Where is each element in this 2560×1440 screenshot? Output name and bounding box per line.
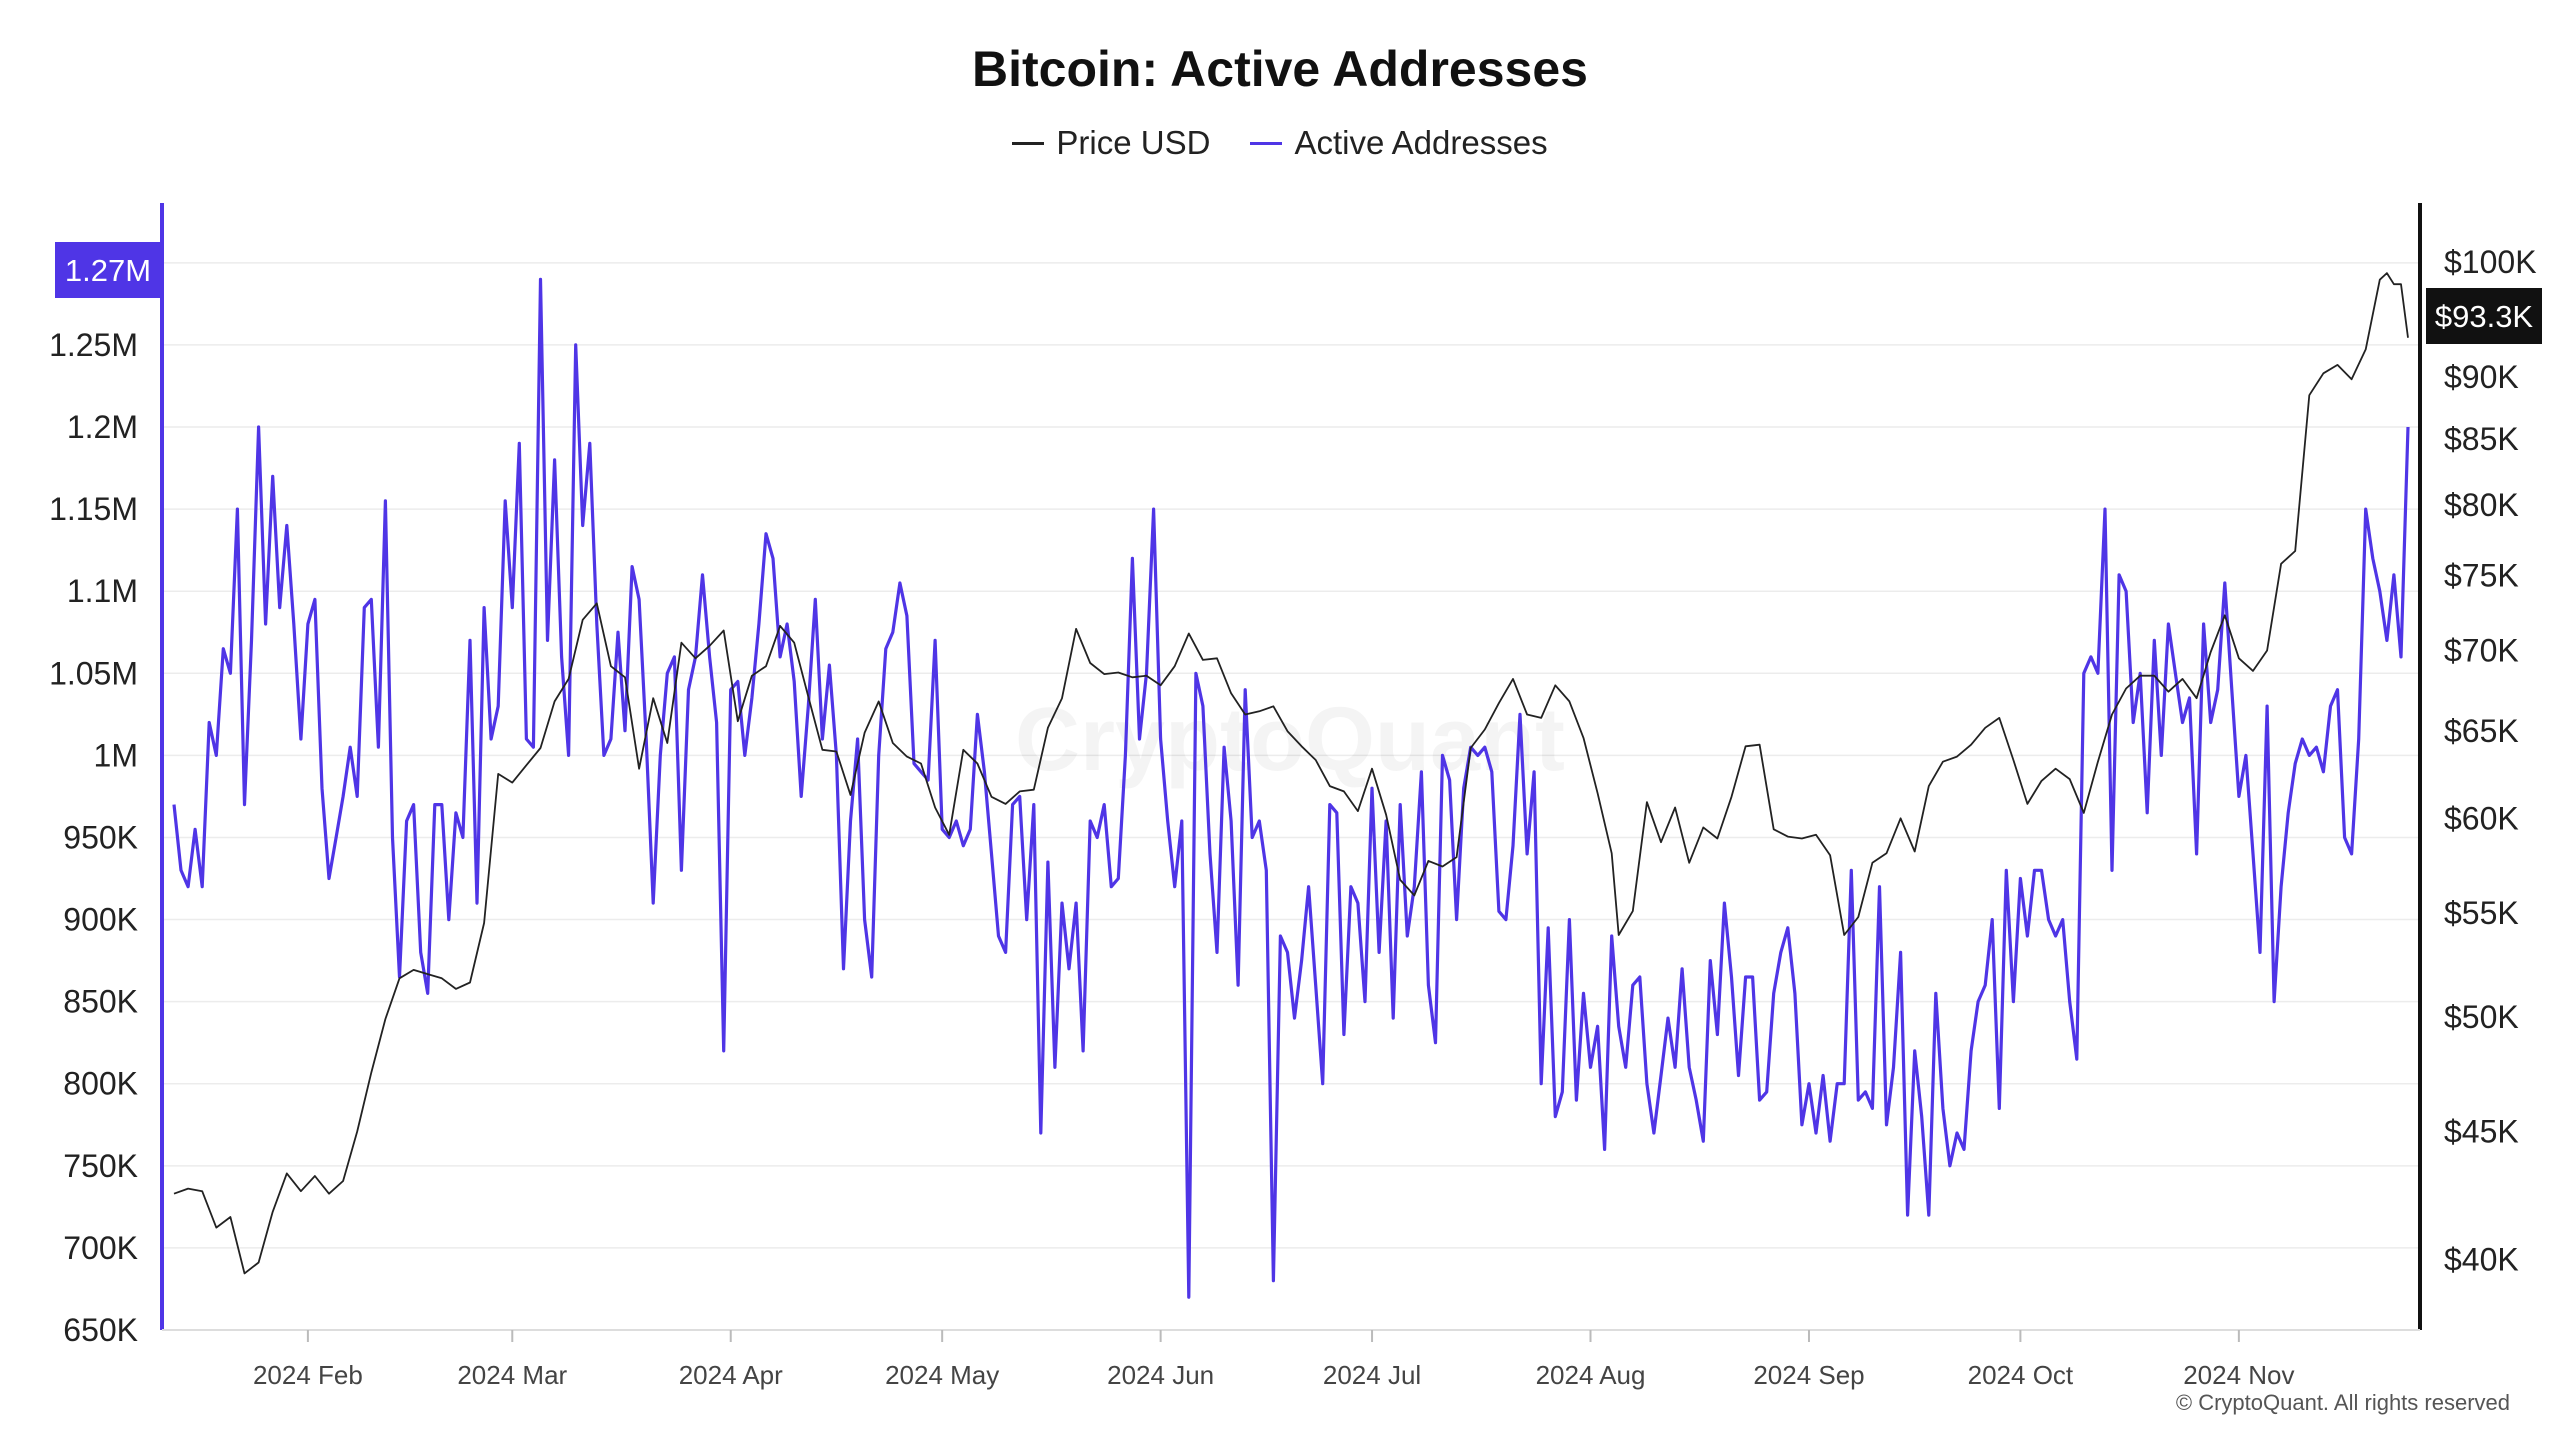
left-tick-label: 1M: [94, 737, 138, 773]
legend-swatch-active-addresses: [1250, 141, 1283, 145]
current-price-badge: [2426, 288, 2542, 344]
right-tick-label: $75K: [2444, 557, 2519, 593]
right-tick-label: $50K: [2444, 999, 2519, 1035]
price-usd-line: [173, 272, 2409, 1275]
left-tick-label: 1.1M: [67, 573, 138, 609]
x-axis-ticks: 2024 Feb 2024 Mar 2024 Apr 2024 May 2024 Jun…: [253, 1330, 2295, 1390]
copyright-notice: © CryptoQuant. All rights reserved: [2175, 1390, 2510, 1415]
right-tick-label: $60K: [2444, 800, 2519, 836]
legend-label-active-addresses: Active Addresses: [1294, 124, 1548, 161]
right-tick-label: $45K: [2444, 1114, 2519, 1150]
left-tick-label: 1.25M: [49, 327, 138, 363]
right-axis-ticks: $40K $45K $50K $55K $60K $65K $70K $75K $80K $85K…: [2444, 244, 2537, 1278]
right-tick-label: $70K: [2444, 632, 2519, 668]
x-tick-label: 2024 Jun: [1107, 1360, 1214, 1390]
watermark: CryptoQuant: [1015, 690, 1565, 790]
left-tick-label: 800K: [63, 1066, 138, 1102]
x-tick-label: 2024 Oct: [1968, 1360, 2074, 1390]
current-value-badges: 1.27M $93.3K: [55, 242, 2542, 344]
left-tick-label: 950K: [63, 819, 138, 855]
legend-item-price[interactable]: Price USD: [1012, 124, 1210, 162]
left-tick-label: 1.05M: [49, 655, 138, 691]
left-tick-label: 1.2M: [67, 409, 138, 445]
axes: [160, 203, 2422, 1331]
x-tick-label: 2024 May: [885, 1360, 999, 1390]
left-axis-ticks: 650K 700K 750K 800K 850K 900K 950K 1M 1.05M 1.1M 1…: [49, 245, 138, 1348]
right-tick-label: $100K: [2444, 244, 2537, 280]
left-tick-label: 850K: [63, 984, 138, 1020]
left-tick-label: 650K: [63, 1312, 138, 1348]
active-addresses-line: [172, 277, 2410, 1299]
series-layer: [172, 272, 2410, 1299]
x-tick-label: 2024 Nov: [2183, 1360, 2294, 1390]
right-tick-label: $65K: [2444, 713, 2519, 749]
legend-item-active-addresses[interactable]: Active Addresses: [1250, 124, 1548, 162]
right-tick-label: $55K: [2444, 895, 2519, 931]
left-tick-label: 750K: [63, 1148, 138, 1184]
current-active-value: 1.27M: [65, 253, 151, 288]
right-tick-label: $90K: [2444, 359, 2519, 395]
current-active-badge: [55, 242, 162, 298]
x-tick-label: 2024 Apr: [679, 1360, 783, 1390]
legend-swatch-price: [1012, 141, 1045, 145]
chart-title: Bitcoin: Active Addresses: [972, 41, 1588, 97]
legend-label-price: Price USD: [1056, 124, 1211, 161]
right-tick-label: $85K: [2444, 421, 2519, 457]
current-price-value: $93.3K: [2435, 299, 2534, 334]
left-tick-label: 900K: [63, 902, 138, 938]
legend: Price USD Active Addresses: [0, 124, 2560, 162]
left-tick-label: 700K: [63, 1230, 138, 1266]
x-tick-label: 2024 Aug: [1536, 1360, 1646, 1390]
right-tick-label: $40K: [2444, 1242, 2519, 1278]
right-tick-label: $80K: [2444, 487, 2519, 523]
x-tick-label: 2024 Feb: [253, 1360, 363, 1390]
x-tick-label: 2024 Sep: [1753, 1360, 1864, 1390]
left-tick-label: 1.15M: [49, 491, 138, 527]
x-tick-label: 2024 Jul: [1323, 1360, 1421, 1390]
x-tick-label: 2024 Mar: [457, 1360, 567, 1390]
